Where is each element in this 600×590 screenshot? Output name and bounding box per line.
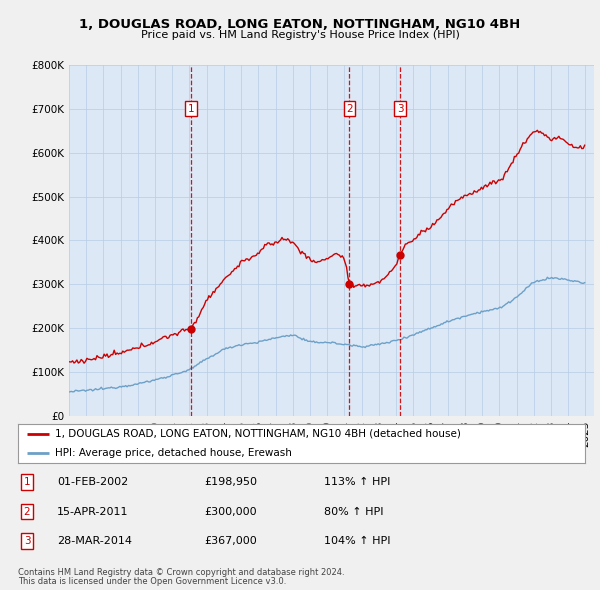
Text: 3: 3 [23, 536, 31, 546]
Text: 28-MAR-2014: 28-MAR-2014 [57, 536, 132, 546]
Text: 1: 1 [188, 104, 194, 114]
Text: 1: 1 [23, 477, 31, 487]
Text: 1, DOUGLAS ROAD, LONG EATON, NOTTINGHAM, NG10 4BH: 1, DOUGLAS ROAD, LONG EATON, NOTTINGHAM,… [79, 18, 521, 31]
Text: 2: 2 [346, 104, 353, 114]
Text: 3: 3 [397, 104, 404, 114]
Text: This data is licensed under the Open Government Licence v3.0.: This data is licensed under the Open Gov… [18, 577, 286, 586]
Text: £198,950: £198,950 [204, 477, 257, 487]
Text: Price paid vs. HM Land Registry's House Price Index (HPI): Price paid vs. HM Land Registry's House … [140, 30, 460, 40]
Text: Contains HM Land Registry data © Crown copyright and database right 2024.: Contains HM Land Registry data © Crown c… [18, 568, 344, 577]
Text: £300,000: £300,000 [204, 507, 257, 516]
Text: 113% ↑ HPI: 113% ↑ HPI [324, 477, 391, 487]
Text: 80% ↑ HPI: 80% ↑ HPI [324, 507, 383, 516]
Text: 104% ↑ HPI: 104% ↑ HPI [324, 536, 391, 546]
Text: 1, DOUGLAS ROAD, LONG EATON, NOTTINGHAM, NG10 4BH (detached house): 1, DOUGLAS ROAD, LONG EATON, NOTTINGHAM,… [55, 428, 461, 438]
Text: 15-APR-2011: 15-APR-2011 [57, 507, 128, 516]
Text: 01-FEB-2002: 01-FEB-2002 [57, 477, 128, 487]
Text: HPI: Average price, detached house, Erewash: HPI: Average price, detached house, Erew… [55, 448, 292, 458]
Text: £367,000: £367,000 [204, 536, 257, 546]
Text: 2: 2 [23, 507, 31, 516]
